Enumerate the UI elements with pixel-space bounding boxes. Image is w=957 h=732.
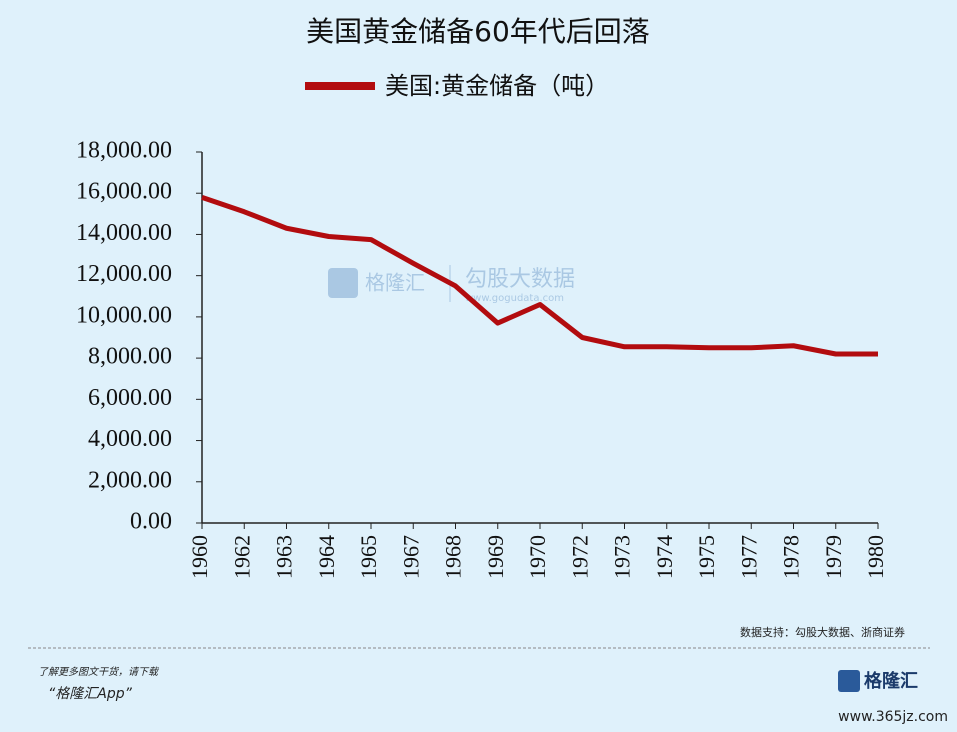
y-tick-label: 0.00 (130, 509, 172, 535)
source: 数据支持：勾股大数据、浙商证券 (740, 625, 905, 639)
x-tick-label: 1977 (736, 535, 761, 579)
logo-icon (838, 670, 860, 692)
x-tick-label: 1979 (821, 535, 846, 579)
x-tick-label: 1970 (525, 535, 550, 579)
x-tick-label: 1973 (610, 535, 635, 579)
x-tick-label: 1964 (314, 535, 339, 579)
y-tick-label: 18,000.00 (76, 138, 172, 164)
y-tick-label: 10,000.00 (76, 302, 172, 328)
x-tick-label: 1972 (567, 535, 592, 579)
x-tick-label: 1969 (483, 535, 508, 579)
legend-label: 美国:黄金储备（吨） (385, 72, 609, 100)
x-tick-label: 1978 (779, 535, 804, 579)
watermark-text: 勾股大数据 (465, 267, 575, 292)
footer-app: “格隆汇App” (48, 686, 133, 702)
x-tick-label: 1980 (863, 535, 888, 579)
footer-site: www.365jz.com (838, 709, 948, 725)
footer-logo: 格隆汇 (864, 670, 918, 692)
y-tick-label: 12,000.00 (76, 261, 172, 287)
y-tick-label: 6,000.00 (88, 385, 172, 411)
x-tick-label: 1960 (187, 535, 212, 579)
y-tick-label: 14,000.00 (76, 220, 172, 246)
watermark: 格隆汇 勾股大数据 www.gogudata.com (328, 265, 575, 304)
watermark-text: 格隆汇 (365, 271, 425, 295)
x-tick-label: 1962 (229, 535, 254, 579)
data-line (201, 194, 878, 357)
x-tick-label: 1963 (272, 535, 297, 579)
x-tick-label: 1974 (652, 535, 677, 579)
footer-note: 了解更多图文干货，请下载 (38, 666, 160, 678)
watermark-text: www.gogudata.com (465, 293, 564, 304)
x-tick-label: 1967 (398, 535, 423, 579)
y-tick-label: 8,000.00 (88, 344, 172, 370)
chart-title: 美国黄金储备60年代后回落 (306, 15, 650, 48)
y-tick-label: 4,000.00 (88, 426, 172, 452)
y-tick-label: 2,000.00 (88, 467, 172, 493)
y-tick-label: 16,000.00 (76, 179, 172, 205)
x-tick-label: 1965 (356, 535, 381, 579)
watermark-logo (328, 268, 358, 298)
x-tick-label: 1968 (441, 535, 466, 579)
x-tick-label: 1975 (694, 535, 719, 579)
